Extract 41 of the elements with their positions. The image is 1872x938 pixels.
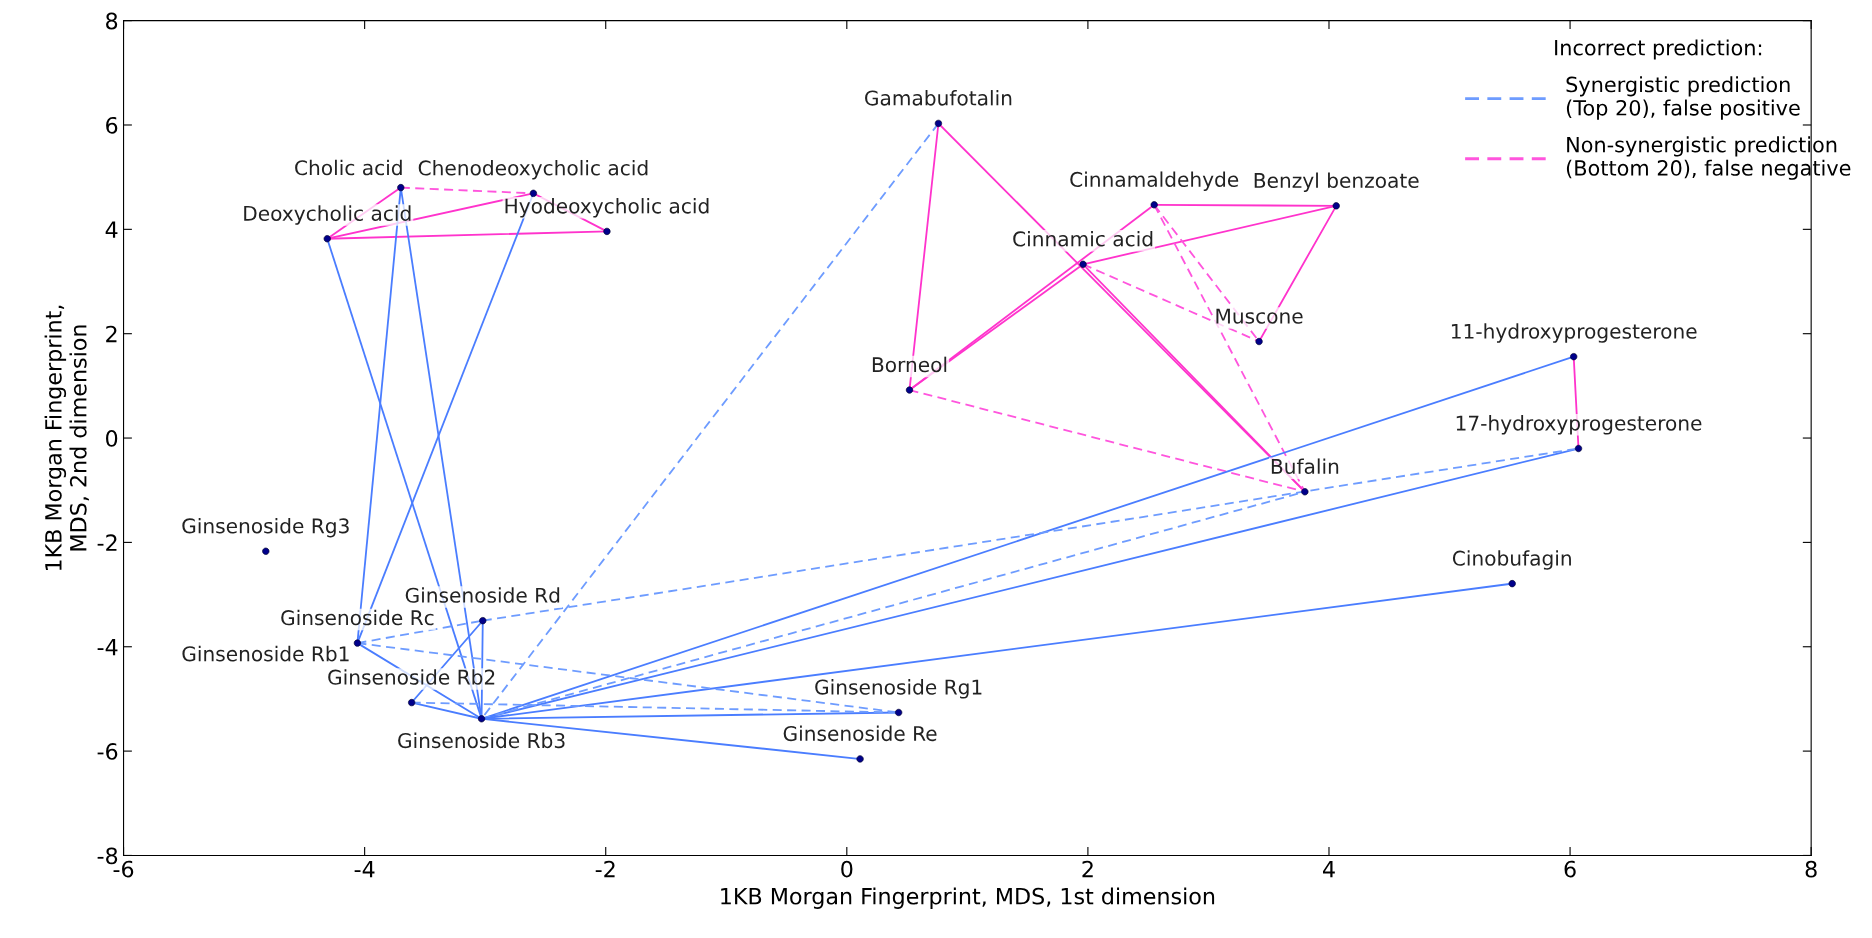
annotation: Cinnamaldehyde — [1070, 171, 1239, 191]
annotation: 11-hydroxyprogesterone — [1451, 323, 1697, 343]
annotation: Benzyl benzoate — [1254, 172, 1419, 192]
x-tick-label: 6 — [1564, 860, 1576, 878]
y-tick-label: -2 — [97, 534, 117, 551]
y-tick-label: 8 — [106, 12, 118, 30]
x-axis-title: 1KB Morgan Fingerprint, MDS, 1st dimension — [721, 887, 1215, 909]
x-tick-label: -4 — [354, 861, 375, 878]
annotation: Ginsenoside Rg1 — [815, 679, 982, 699]
legend-title: Incorrect prediction: — [1555, 39, 1762, 60]
y-tick-label: 2 — [106, 325, 117, 343]
annotation: Cinobufagin — [1452, 550, 1571, 570]
x-tick-label: 8 — [1805, 860, 1817, 878]
annotation: Gamabufotalin — [865, 90, 1012, 106]
x-tick-label: 0 — [841, 860, 853, 878]
annotation: Cholic acid — [295, 159, 402, 176]
annotation: Hyodeoxycholic acid — [505, 198, 709, 218]
x-tick-label: 2 — [1082, 860, 1093, 878]
annotation: Ginsenoside Rc — [281, 609, 434, 626]
annotation: Bufalin — [1271, 458, 1339, 474]
annotation: Chenodeoxycholic acid — [418, 159, 648, 180]
x-tick-label: 4 — [1323, 861, 1335, 878]
y-axis-title: 1KB Morgan Fingerprint, MDS, 2nd dimension — [44, 305, 89, 571]
y-tick-label: -6 — [97, 743, 118, 760]
y-tick-label: -4 — [97, 638, 118, 656]
legend-label: Synergistic prediction (Top 20), false positive — [1566, 76, 1800, 120]
y-tick-label: 0 — [106, 430, 118, 447]
y-tick-label: 6 — [106, 116, 118, 134]
annotation: 17-hydroxyprogesterone — [1456, 415, 1702, 435]
y-tick-label: 4 — [105, 221, 118, 238]
annotation: Muscone — [1216, 308, 1303, 324]
annotation: Ginsenoside Rd — [405, 587, 560, 603]
annotation: Ginsenoside Re — [783, 725, 937, 742]
annotation: Ginsenoside Rg3 — [182, 517, 349, 538]
annotation: Deoxycholic acid — [244, 205, 411, 225]
annotation: Cinnamic acid — [1013, 230, 1153, 247]
annotation: Ginsenoside Rb3 — [398, 732, 565, 749]
annotation: Borneol — [872, 356, 947, 373]
annotation: Ginsenoside Rb2 — [328, 669, 495, 685]
annotation: Ginsenoside Rb1 — [182, 645, 349, 662]
x-tick-label: -2 — [595, 860, 615, 878]
